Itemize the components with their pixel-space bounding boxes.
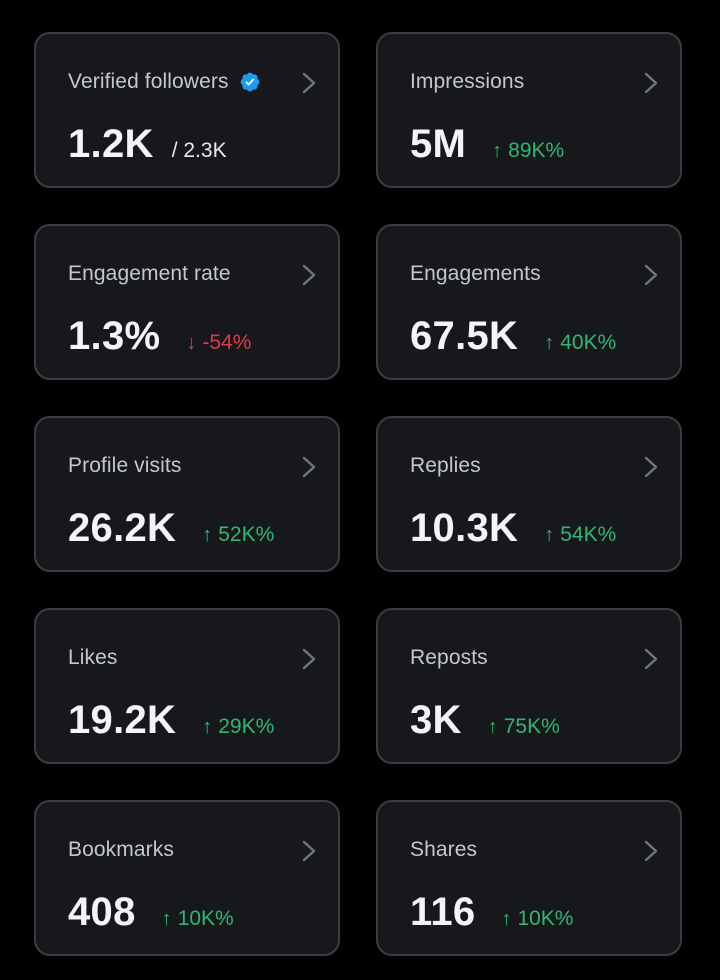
card-value-row: 408 ↑ 10K%	[68, 890, 234, 935]
card-label-wrap: Profile visits	[68, 454, 181, 478]
card-label-wrap: Engagement rate	[68, 262, 231, 286]
card-label-wrap: Engagements	[410, 262, 541, 286]
card-value: 26.2K	[68, 506, 177, 550]
verified-badge-icon	[240, 72, 259, 92]
card-engagements[interactable]: Engagements 67.5K ↑ 40K%	[376, 224, 682, 380]
card-delta-value: 89K%	[508, 139, 565, 162]
card-label: Impressions	[410, 70, 525, 93]
card-delta: ↓ -54%	[186, 331, 251, 355]
card-value: 1.3%	[68, 314, 161, 358]
card-delta-value: 75K%	[503, 715, 560, 738]
arrow-up-icon: ↑	[544, 332, 555, 354]
card-value: 408	[68, 890, 136, 934]
card-label: Replies	[410, 454, 481, 477]
card-label: Shares	[410, 838, 478, 861]
card-value-row: 1.2K / 2.3K	[68, 122, 227, 167]
card-value-row: 19.2K ↑ 29K%	[68, 698, 274, 743]
arrow-down-icon: ↓	[186, 332, 197, 354]
card-value-row: 3K ↑ 75K%	[410, 698, 560, 743]
arrow-up-icon: ↑	[161, 908, 172, 930]
card-label-wrap: Likes	[68, 646, 118, 670]
card-label: Profile visits	[68, 454, 182, 477]
card-bookmarks[interactable]: Bookmarks 408 ↑ 10K%	[34, 800, 340, 956]
card-delta: ↑ 10K%	[162, 907, 234, 931]
card-value: 3K	[410, 698, 462, 742]
card-label-wrap: Bookmarks	[68, 838, 174, 862]
card-label: Reposts	[410, 646, 488, 669]
card-reposts[interactable]: Reposts 3K ↑ 75K%	[376, 608, 682, 764]
card-value: 1.2K	[68, 122, 154, 166]
card-delta-value: 54K%	[560, 523, 617, 546]
card-value-row: 10.3K ↑ 54K%	[410, 506, 616, 551]
card-delta-value: 10K%	[177, 907, 234, 930]
card-value-row: 67.5K ↑ 40K%	[410, 314, 616, 359]
card-value: 5M	[410, 122, 467, 166]
chevron-right-icon	[644, 840, 658, 862]
chevron-right-icon	[302, 840, 316, 862]
arrow-up-icon: ↑	[487, 716, 498, 738]
card-value-row: 116 ↑ 10K%	[410, 890, 573, 935]
chevron-right-icon	[302, 264, 316, 286]
card-label-wrap: Impressions	[410, 70, 524, 94]
chevron-right-icon	[644, 456, 658, 478]
card-likes[interactable]: Likes 19.2K ↑ 29K%	[34, 608, 340, 764]
card-impressions[interactable]: Impressions 5M ↑ 89K%	[376, 32, 682, 188]
card-label-wrap: Shares	[410, 838, 477, 862]
card-value: 116	[410, 890, 476, 934]
card-value-row: 1.3% ↓ -54%	[68, 314, 251, 359]
card-delta: ↑ 75K%	[488, 715, 560, 739]
card-value: 10.3K	[410, 506, 519, 550]
card-label: Engagements	[410, 262, 541, 285]
card-label-wrap: Replies	[410, 454, 481, 478]
card-delta-value: 10K%	[517, 907, 574, 930]
chevron-right-icon	[644, 648, 658, 670]
chevron-right-icon	[644, 264, 658, 286]
card-label-wrap: Reposts	[410, 646, 488, 670]
card-value-row: 26.2K ↑ 52K%	[68, 506, 274, 551]
card-replies[interactable]: Replies 10.3K ↑ 54K%	[376, 416, 682, 572]
card-label: Bookmarks	[68, 838, 174, 861]
arrow-up-icon: ↑	[202, 524, 213, 546]
card-label: Likes	[68, 646, 118, 669]
card-engagement-rate[interactable]: Engagement rate 1.3% ↓ -54%	[34, 224, 340, 380]
card-delta-value: -54%	[202, 331, 252, 354]
card-value: 19.2K	[68, 698, 177, 742]
card-delta: ↑ 40K%	[544, 331, 616, 355]
card-delta: ↑ 29K%	[202, 715, 274, 739]
card-value-row: 5M ↑ 89K%	[410, 122, 564, 167]
card-delta-value: 40K%	[560, 331, 617, 354]
chevron-right-icon	[644, 72, 658, 94]
chevron-right-icon	[302, 456, 316, 478]
card-delta-value: 52K%	[218, 523, 275, 546]
card-shares[interactable]: Shares 116 ↑ 10K%	[376, 800, 682, 956]
card-delta: ↑ 52K%	[202, 523, 274, 547]
arrow-up-icon: ↑	[501, 908, 512, 930]
arrow-up-icon: ↑	[544, 524, 555, 546]
card-delta-value: 29K%	[218, 715, 275, 738]
card-label: Engagement rate	[68, 262, 231, 285]
card-delta: ↑ 89K%	[492, 139, 564, 163]
arrow-up-icon: ↑	[202, 716, 213, 738]
card-total: / 2.3K	[171, 139, 227, 162]
card-verified-followers[interactable]: Verified followers 1.2K / 2.3K	[34, 32, 340, 188]
card-delta: ↑ 54K%	[544, 523, 616, 547]
card-delta: ↑ 10K%	[501, 907, 573, 931]
chevron-right-icon	[302, 72, 316, 94]
arrow-up-icon: ↑	[492, 140, 503, 162]
chevron-right-icon	[302, 648, 316, 670]
card-label: Verified followers	[68, 70, 229, 93]
card-profile-visits[interactable]: Profile visits 26.2K ↑ 52K%	[34, 416, 340, 572]
card-label-wrap: Verified followers	[68, 70, 261, 94]
card-value: 67.5K	[410, 314, 519, 358]
